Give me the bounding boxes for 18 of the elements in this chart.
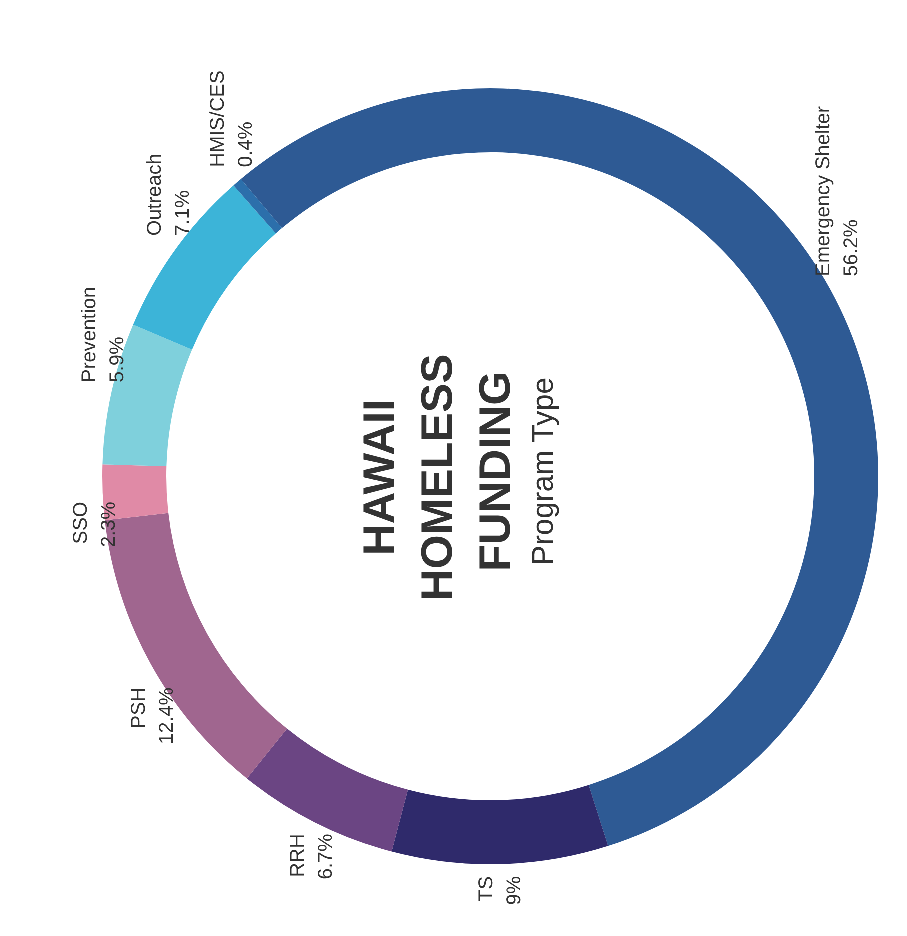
data-label: 56.2%	[840, 219, 862, 276]
slice-label: Prevention	[78, 286, 100, 382]
data-label: 12.4%	[155, 687, 178, 744]
data-label: 0.4%	[234, 121, 257, 167]
data-label: 2.3%	[97, 501, 120, 548]
data-label: 7.1%	[172, 190, 194, 236]
slice-label: TS	[475, 876, 498, 902]
slice-label: HMIS/CES	[206, 70, 229, 167]
data-label: 6.7%	[314, 833, 337, 880]
slice-label: PSH	[127, 687, 150, 728]
slice-label: Outreach	[144, 153, 166, 236]
text: HAWAII HOMELESS FUNDING	[354, 341, 520, 601]
data-label: 5.9%	[106, 336, 128, 382]
text: Program Type	[526, 377, 560, 565]
data-label: 9%	[503, 876, 526, 905]
slice-label: Emergency Shelter	[812, 106, 834, 276]
slice-label: RRH	[286, 834, 309, 877]
slice-label: SSO	[69, 501, 92, 544]
